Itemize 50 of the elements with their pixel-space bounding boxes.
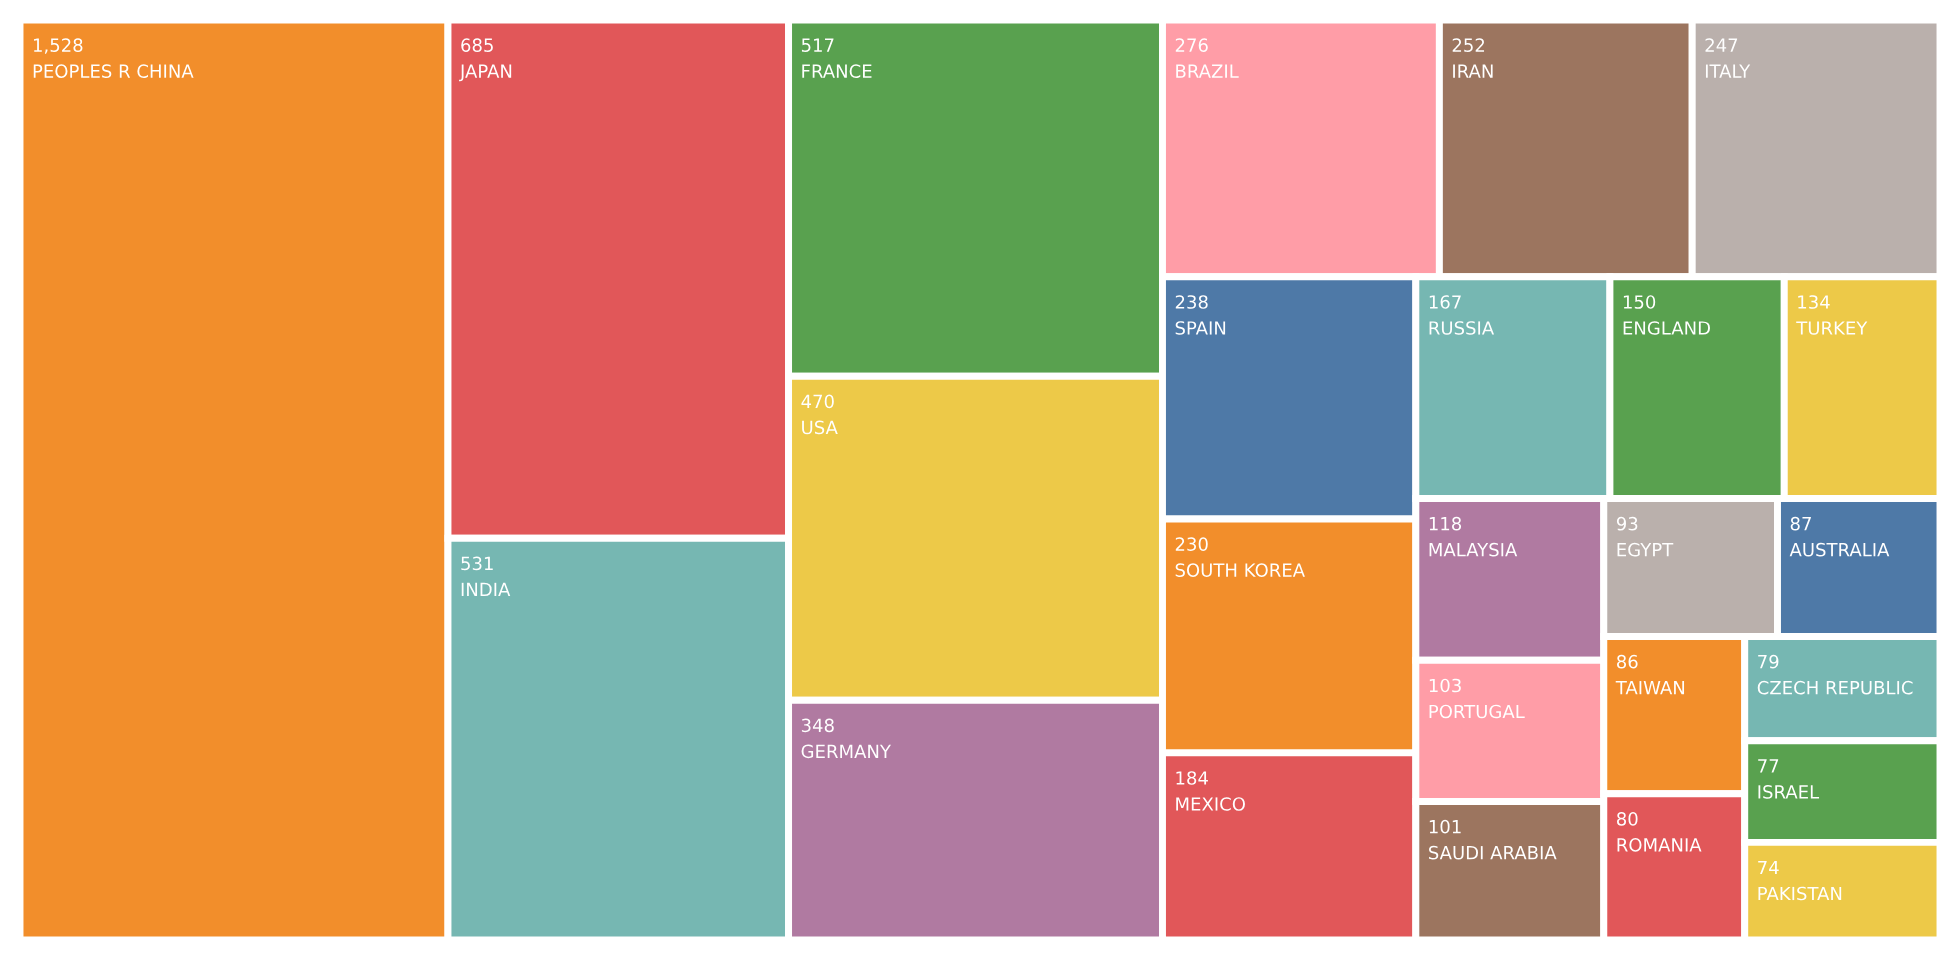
category-label: JAPAN xyxy=(459,64,512,82)
category-label: EGYPT xyxy=(1617,542,1674,557)
data-label: 87 xyxy=(1790,516,1811,531)
data-label: 79 xyxy=(1758,654,1779,669)
category-label: MEXICO xyxy=(1176,797,1245,811)
category-label: ENGLAND xyxy=(1623,321,1710,335)
data-label: 238 xyxy=(1175,295,1208,309)
category-label: PAKISTAN xyxy=(1758,886,1842,901)
data-label: 80 xyxy=(1617,812,1638,826)
data-label: 517 xyxy=(801,38,834,52)
data-label: 103 xyxy=(1429,678,1461,693)
data-label: 74 xyxy=(1758,860,1779,875)
category-label: ITALY xyxy=(1705,64,1751,78)
data-label: 134 xyxy=(1798,295,1830,309)
category-label: ISRAEL xyxy=(1758,785,1820,799)
data-label: 118 xyxy=(1429,516,1462,531)
data-label: 247 xyxy=(1705,38,1738,52)
data-label: 348 xyxy=(801,718,834,733)
data-label: 470 xyxy=(801,394,834,409)
category-label: BRAZIL xyxy=(1176,64,1239,78)
category-label: AUSTRALIA xyxy=(1789,542,1890,557)
category-label: SOUTH KOREA xyxy=(1175,563,1305,577)
category-label: ROMANIA xyxy=(1617,838,1702,852)
data-label: 167 xyxy=(1429,295,1461,309)
data-label: 685 xyxy=(461,38,493,52)
category-label: TURKEY xyxy=(1796,321,1868,335)
category-label: INDIA xyxy=(461,582,511,596)
data-label: 531 xyxy=(461,556,493,571)
data-label: 77 xyxy=(1758,759,1779,773)
category-label: RUSSIA xyxy=(1429,321,1495,335)
data-label: 276 xyxy=(1175,38,1208,52)
category-label: GERMANY xyxy=(801,744,892,759)
data-label: 252 xyxy=(1452,38,1485,52)
data-label: 150 xyxy=(1623,295,1656,309)
category-label: PEOPLES R CHINA xyxy=(33,64,194,78)
data-label: 184 xyxy=(1176,771,1208,785)
data-label: 86 xyxy=(1617,654,1638,669)
category-label: PORTUGAL xyxy=(1429,704,1525,719)
data-label: 101 xyxy=(1429,819,1461,834)
category-label: CZECH REPUBLIC xyxy=(1757,680,1913,695)
category-label: MALAYSIA xyxy=(1429,542,1518,557)
category-label: FRANCE xyxy=(802,64,872,78)
data-label: 1,528 xyxy=(33,38,83,54)
data-label: 230 xyxy=(1175,537,1208,551)
category-label: SAUDI ARABIA xyxy=(1429,845,1557,860)
category-label: TAIWAN xyxy=(1615,681,1685,695)
data-label: 93 xyxy=(1616,516,1638,531)
category-label: USA xyxy=(802,420,838,435)
category-label: SPAIN xyxy=(1175,321,1226,335)
category-label: IRAN xyxy=(1453,64,1493,78)
